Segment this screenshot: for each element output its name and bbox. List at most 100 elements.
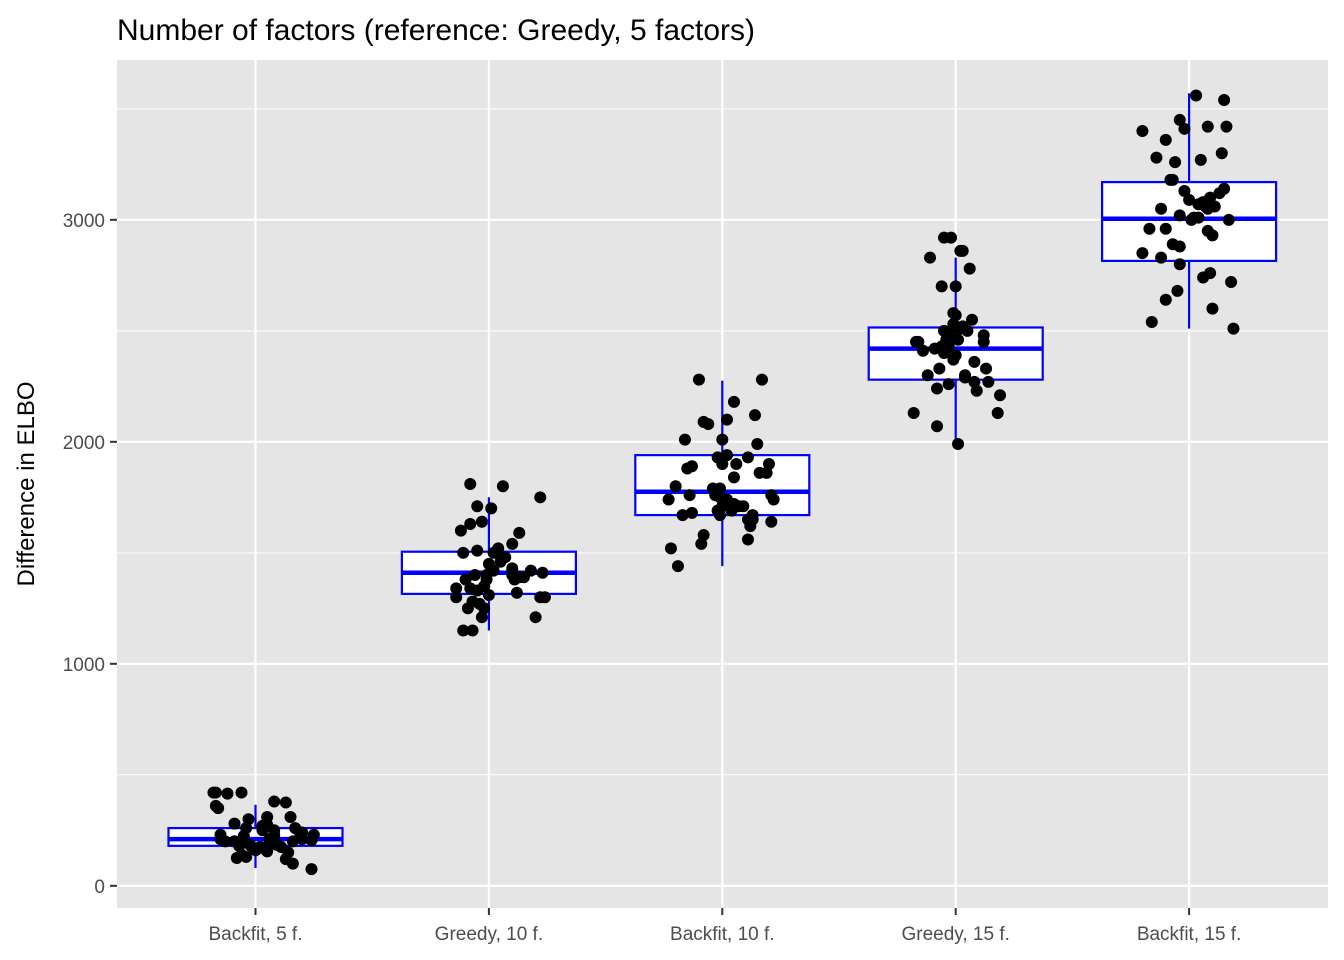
data-point — [1159, 133, 1172, 146]
data-point — [489, 546, 502, 559]
data-point — [692, 373, 705, 386]
data-point — [534, 491, 547, 504]
data-point — [1183, 193, 1196, 206]
data-point — [510, 586, 523, 599]
data-point — [485, 502, 498, 515]
data-point — [1159, 293, 1172, 306]
x-axis-ticks: Backfit, 5 f. Greedy, 10 f. Backfit, 10 f.… — [209, 908, 1242, 945]
data-point — [1136, 125, 1149, 138]
data-point — [945, 231, 958, 244]
data-point — [524, 564, 537, 577]
data-point — [235, 786, 248, 799]
data-point — [755, 373, 768, 386]
data-point — [468, 569, 481, 582]
y-tick-label: 3000 — [63, 211, 105, 232]
data-point — [1201, 120, 1214, 133]
data-point — [727, 471, 740, 484]
data-point — [910, 335, 923, 348]
data-point — [1171, 284, 1184, 297]
data-point — [741, 533, 754, 546]
data-point — [977, 329, 990, 342]
data-point — [475, 611, 488, 624]
data-point — [917, 344, 930, 357]
data-point — [475, 515, 488, 528]
y-axis-label: Difference in ELBO — [13, 382, 40, 587]
data-point — [534, 591, 547, 604]
data-point — [765, 489, 778, 502]
data-point — [741, 451, 754, 464]
x-tick-label: Backfit, 5 f. — [209, 924, 303, 945]
data-point — [450, 591, 463, 604]
data-point — [748, 409, 761, 422]
data-point — [284, 810, 297, 823]
data-point — [968, 375, 981, 388]
data-point — [1190, 89, 1203, 102]
data-points — [207, 89, 1240, 876]
data-point — [931, 382, 944, 395]
data-point — [1143, 222, 1156, 235]
x-tick-label: Greedy, 15 f. — [901, 924, 1009, 945]
x-tick-label: Greedy, 10 f. — [435, 924, 543, 945]
data-point — [464, 517, 477, 530]
data-point — [536, 566, 549, 579]
data-point — [1208, 200, 1221, 213]
y-tick-label: 0 — [94, 877, 105, 898]
data-point — [678, 433, 691, 446]
data-point — [697, 415, 710, 428]
data-point — [727, 497, 740, 510]
data-point — [450, 582, 463, 595]
data-point — [1150, 151, 1163, 164]
data-point — [956, 320, 969, 333]
data-point — [685, 506, 698, 519]
data-point — [529, 611, 542, 624]
data-point — [254, 842, 267, 855]
data-point — [457, 624, 470, 637]
data-point — [720, 449, 733, 462]
data-point — [1225, 275, 1238, 288]
data-point — [716, 458, 729, 471]
data-point — [212, 802, 225, 815]
data-point — [935, 280, 948, 293]
data-point — [966, 313, 979, 326]
data-point — [1227, 322, 1240, 335]
data-point — [716, 433, 729, 446]
x-tick-label: Backfit, 15 f. — [1137, 924, 1242, 945]
y-axis-ticks: 0 1000 2000 3000 — [63, 211, 117, 898]
data-point — [730, 458, 743, 471]
data-point — [737, 500, 750, 513]
data-point — [1169, 156, 1182, 169]
data-point — [1155, 202, 1168, 215]
data-point — [924, 251, 937, 264]
data-point — [952, 438, 965, 451]
data-point — [949, 280, 962, 293]
data-point — [685, 460, 698, 473]
data-point — [209, 786, 222, 799]
data-point — [1159, 222, 1172, 235]
data-point — [296, 826, 309, 839]
data-point — [1155, 251, 1168, 264]
data-point — [940, 333, 953, 346]
data-point — [279, 796, 292, 809]
data-point — [982, 375, 995, 388]
data-point — [980, 362, 993, 375]
data-point — [305, 863, 318, 876]
data-point — [221, 787, 234, 800]
data-point — [713, 482, 726, 495]
data-point — [1166, 173, 1179, 186]
data-point — [513, 571, 526, 584]
x-tick-label: Backfit, 10 f. — [670, 924, 775, 945]
data-point — [1166, 238, 1179, 251]
data-point — [991, 406, 1004, 419]
data-point — [933, 362, 946, 375]
data-point — [1173, 258, 1186, 271]
data-point — [261, 818, 274, 831]
data-point — [1222, 213, 1235, 226]
data-point — [286, 835, 299, 848]
data-point — [963, 262, 976, 275]
data-point — [1173, 209, 1186, 222]
data-point — [228, 817, 241, 830]
data-point — [947, 307, 960, 320]
data-point — [921, 369, 934, 382]
data-point — [230, 852, 243, 865]
